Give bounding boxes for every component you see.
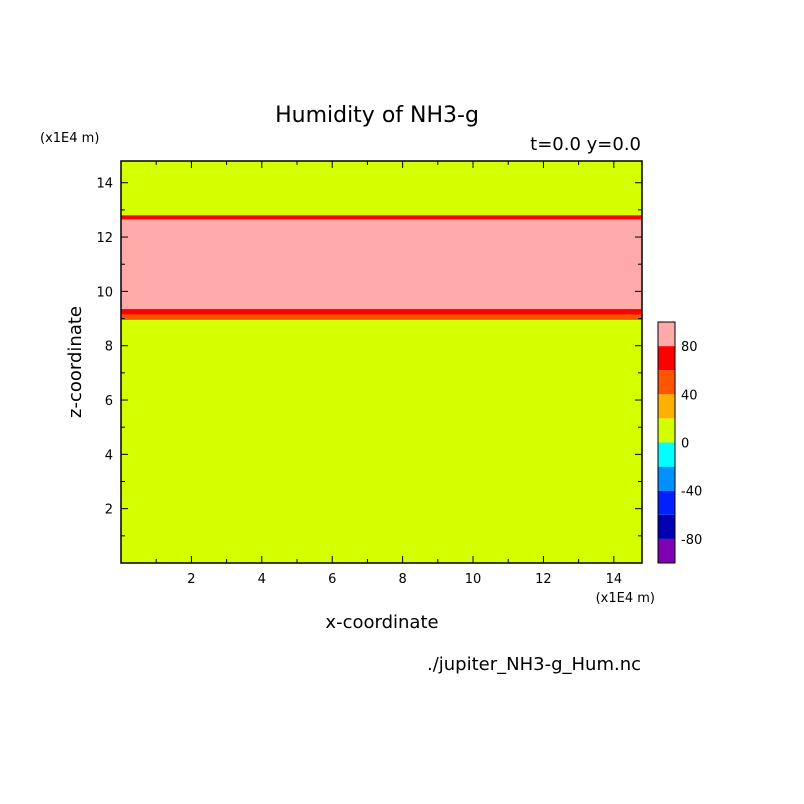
contour-band-4 [121, 219, 642, 224]
source-file-label: ./jupiter_NH3-g_Hum.nc [427, 654, 641, 675]
colorbar-labels: 80 40 0 -40 -80 [681, 340, 702, 548]
colorbar-swatch [658, 466, 675, 491]
y-axis-unit: (x1E4 m) [40, 131, 99, 146]
chart-subtitle: t=0.0 y=0.0 [530, 134, 641, 155]
x-axis-label: x-coordinate [325, 612, 438, 633]
x-tick-label: 12 [535, 572, 552, 587]
colorbar-tick-label: -40 [681, 485, 702, 500]
x-tick-label: 4 [258, 572, 266, 587]
colorbar-tick-label: -80 [681, 533, 702, 548]
x-tick-label: 10 [465, 572, 482, 587]
x-axis-unit: (x1E4 m) [596, 591, 655, 606]
colorbar-swatch [658, 322, 675, 347]
colorbar-swatch [658, 394, 675, 419]
colorbar-frame [657, 321, 676, 564]
colorbar-tick-label: 40 [681, 388, 698, 403]
y-axis-ticks: 2 4 6 8 10 12 14 [96, 177, 642, 537]
contour-band-3 [121, 223, 642, 305]
x-tick-label: 8 [398, 572, 406, 587]
x-tick-label: 6 [328, 572, 336, 587]
contour-band-1 [121, 309, 642, 315]
plot-frame [120, 160, 643, 564]
colorbar-swatch [658, 514, 675, 539]
colorbar-swatch [658, 538, 675, 563]
y-tick-label: 6 [105, 394, 113, 409]
y-tick-label: 14 [96, 177, 113, 192]
y-tick-label: 4 [105, 448, 113, 463]
colorbar [657, 321, 676, 564]
y-tick-label: 12 [96, 231, 113, 246]
colorbar-tick-label: 0 [681, 437, 689, 452]
contour-band-5 [121, 215, 642, 220]
colorbar-swatch [658, 418, 675, 443]
y-tick-label: 10 [96, 285, 113, 300]
y-tick-label: 2 [105, 503, 113, 518]
plot-area [121, 161, 642, 563]
y-axis-label: z-coordinate [65, 306, 86, 418]
contour-band-2 [121, 304, 642, 310]
x-axis-ticks: 2 4 6 8 10 12 14 [155, 161, 623, 587]
chart-title: Humidity of NH3-g [275, 103, 479, 128]
contour-band-0 [121, 314, 642, 320]
colorbar-tick-label: 80 [681, 340, 698, 355]
y-tick-label: 8 [105, 340, 113, 355]
colorbar-swatch [658, 346, 675, 371]
colorbar-swatch [658, 490, 675, 515]
x-tick-label: 14 [606, 572, 623, 587]
x-tick-label: 2 [187, 572, 195, 587]
colorbar-swatch [658, 370, 675, 395]
colorbar-swatch [658, 442, 675, 467]
